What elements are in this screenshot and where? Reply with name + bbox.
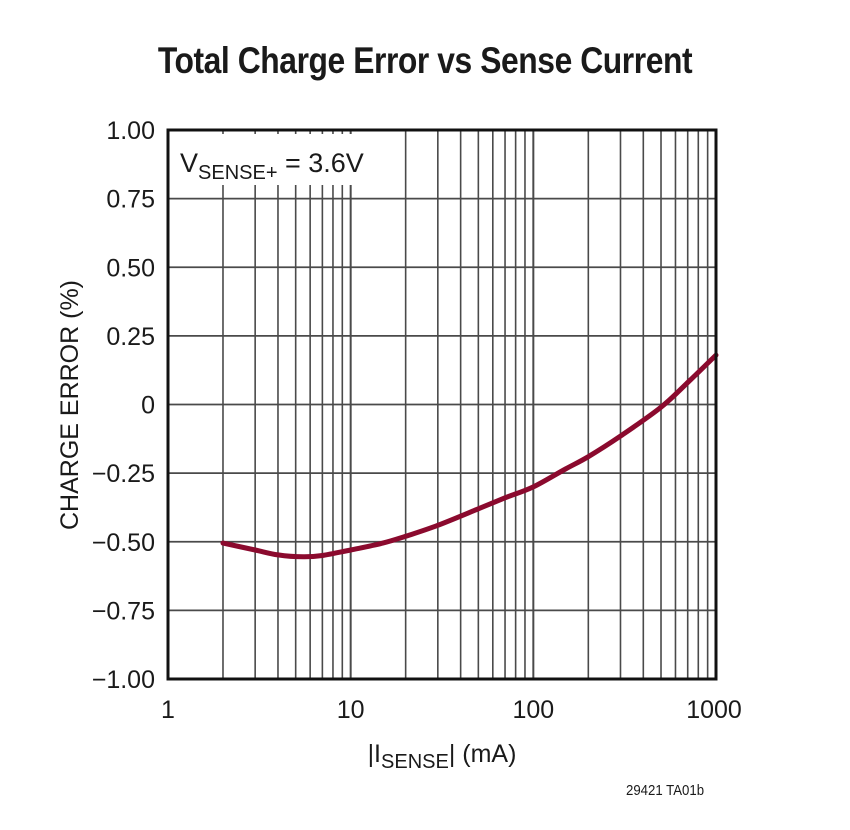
- x-tick-labels: 1 10 100 1000: [161, 696, 742, 724]
- y-tick-label: 0: [141, 392, 155, 420]
- annotation-text: VSENSE+ = 3.6V: [180, 148, 364, 184]
- plot-frame: [166, 128, 718, 681]
- y-tick-label: −1.00: [92, 666, 155, 694]
- y-axis-label: CHARGE ERROR (%): [56, 280, 84, 530]
- grid-lines: [168, 130, 716, 679]
- y-tick-label: 0.25: [106, 323, 155, 351]
- x-tick-label: 10: [337, 696, 365, 724]
- x-tick-label: 100: [512, 696, 554, 724]
- y-tick-labels: 1.00 0.75 0.50 0.25 0 −0.25 −0.50 −0.75 −1.00: [92, 117, 155, 694]
- data-curve: [220, 352, 719, 560]
- y-tick-label: −0.50: [92, 529, 155, 557]
- figure-id: 29421 TA01b: [626, 782, 705, 799]
- y-tick-label: 0.75: [106, 186, 155, 214]
- x-tick-label: 1000: [686, 696, 742, 724]
- chart-title: Total Charge Error vs Sense Current: [157, 40, 693, 81]
- y-tick-label: 1.00: [106, 117, 155, 145]
- x-axis-label: |ISENSE| (mA): [368, 740, 517, 773]
- y-tick-label: −0.75: [92, 597, 155, 625]
- x-tick-label: 1: [161, 696, 175, 724]
- y-tick-label: −0.25: [92, 460, 155, 488]
- annotation-background: [172, 134, 362, 185]
- y-tick-label: 0.50: [106, 254, 155, 282]
